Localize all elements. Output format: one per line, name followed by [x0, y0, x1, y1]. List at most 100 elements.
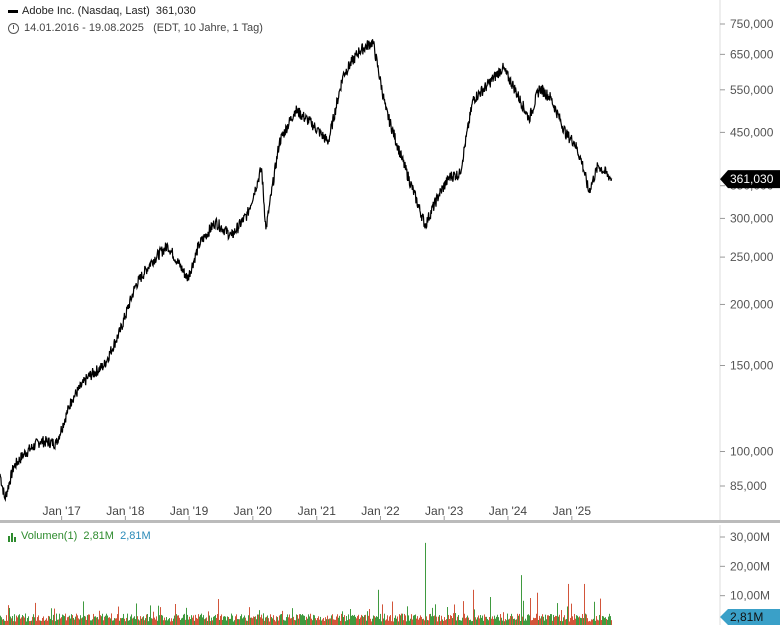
volume-bar: [564, 615, 565, 625]
volume-bar: [402, 613, 403, 625]
volume-bar: [336, 616, 337, 625]
volume-bar: [244, 615, 245, 625]
volume-bar: [74, 619, 75, 625]
volume-bar: [392, 601, 393, 625]
volume-bar: [203, 615, 204, 625]
volume-bar: [286, 617, 287, 625]
volume-bar: [261, 614, 262, 625]
volume-bar: [136, 603, 137, 625]
volume-bar: [276, 616, 277, 625]
volume-bar: [133, 617, 134, 625]
volume-bar: [535, 617, 536, 625]
volume-bar: [608, 616, 609, 625]
volume-bar: [143, 616, 144, 625]
last-volume-tag: [720, 609, 780, 625]
price-tick-label: 300,000: [730, 211, 774, 225]
volume-bar: [157, 620, 158, 625]
volume-bar: [386, 619, 387, 625]
volume-bar: [561, 610, 562, 625]
volume-bar: [593, 618, 594, 625]
volume-bar: [127, 613, 128, 625]
volume-bar: [426, 616, 427, 625]
volume-bar: [151, 618, 152, 625]
volume-bar: [80, 615, 81, 625]
volume-bar: [400, 615, 401, 625]
volume-bar: [372, 618, 373, 625]
volume-bar: [147, 613, 148, 625]
volume-bar: [218, 599, 219, 625]
volume-bar: [414, 615, 415, 625]
x-tick-label: Jan '17: [42, 504, 81, 518]
volume-bar: [486, 616, 487, 625]
volume-bar: [99, 610, 100, 625]
volume-bar: [609, 613, 610, 625]
volume-bar: [554, 617, 555, 625]
volume-bar: [577, 615, 578, 625]
volume-bar: [124, 618, 125, 625]
volume-bar: [194, 620, 195, 625]
volume-bar: [94, 616, 95, 625]
volume-bar: [196, 617, 197, 625]
price-tick-label: 150,000: [730, 358, 774, 372]
volume-bar: [73, 617, 74, 625]
volume-bar: [107, 615, 108, 625]
volume-bar: [138, 619, 139, 625]
volume-bar: [134, 616, 135, 625]
volume-bar: [418, 619, 419, 625]
volume-bar: [340, 620, 341, 625]
volume-bar: [571, 603, 572, 625]
volume-bar: [50, 618, 51, 625]
x-tick-label: Jan '22: [361, 504, 400, 518]
volume-tick-label: 10,00M: [730, 589, 770, 603]
volume-bar: [381, 621, 382, 625]
volume-bar: [595, 620, 596, 625]
volume-bar: [169, 618, 170, 625]
volume-value-green: 2,81M: [83, 530, 114, 542]
volume-bar: [296, 614, 297, 625]
volume-bar: [206, 617, 207, 625]
volume-bar: [13, 621, 14, 625]
volume-bar: [113, 620, 114, 625]
volume-bar: [432, 607, 433, 625]
volume-bar: [391, 621, 392, 625]
volume-bar: [7, 620, 8, 625]
volume-bar: [396, 618, 397, 625]
volume-bar: [102, 613, 103, 625]
volume-bar: [31, 620, 32, 625]
volume-bar: [318, 616, 319, 625]
volume-bar: [270, 614, 271, 625]
volume-bar: [389, 616, 390, 625]
volume-bar: [108, 617, 109, 625]
volume-bar: [225, 616, 226, 625]
volume-bar: [497, 614, 498, 625]
volume-bar: [115, 618, 116, 625]
volume-bar: [264, 620, 265, 625]
volume-bar: [56, 613, 57, 625]
volume-bar: [200, 614, 201, 625]
volume-bar: [298, 618, 299, 625]
volume-bar: [154, 617, 155, 625]
volume-bar: [540, 618, 541, 625]
volume-bar: [579, 616, 580, 625]
volume-bar: [85, 616, 86, 625]
volume-bar: [399, 614, 400, 625]
volume-bar: [533, 617, 534, 625]
volume-value-blue: 2,81M: [120, 530, 151, 542]
volume-bar: [71, 614, 72, 625]
volume-bar: [546, 619, 547, 625]
volume-bar: [526, 620, 527, 625]
volume-bar: [281, 613, 282, 625]
volume-bar: [604, 617, 605, 625]
volume-bar: [545, 614, 546, 625]
volume-bar: [466, 617, 467, 625]
volume-bar: [393, 621, 394, 625]
volume-bar: [469, 620, 470, 625]
volume-bar: [606, 618, 607, 625]
volume-bar: [327, 615, 328, 625]
volume-bar: [413, 615, 414, 625]
volume-bar: [458, 615, 459, 625]
volume-bar: [311, 618, 312, 625]
volume-bar: [146, 614, 147, 625]
volume-bar: [284, 620, 285, 625]
volume-bar: [594, 601, 595, 625]
